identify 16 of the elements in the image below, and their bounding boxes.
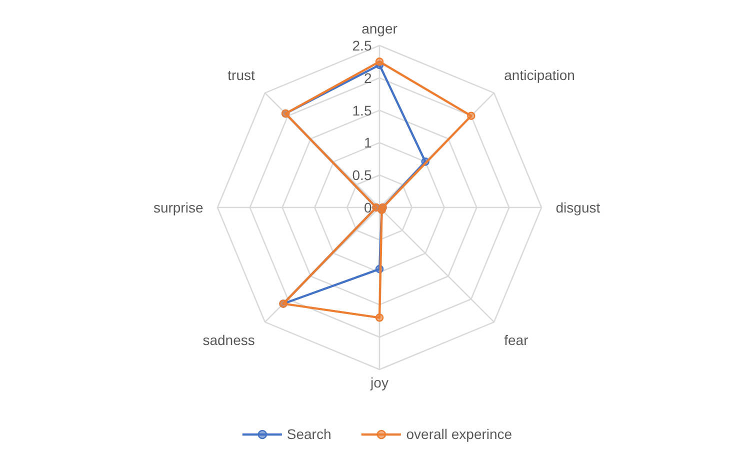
y-tick-label: 1 [364, 134, 372, 151]
legend-label: overall experince [406, 426, 512, 442]
spoke-label: disgust [556, 200, 600, 216]
y-tick-label: 2.5 [352, 38, 372, 54]
spoke-label: trust [228, 66, 255, 83]
legend-label: Search [286, 426, 332, 442]
spoke-label: anticipation [504, 66, 575, 83]
y-tick-label: 2 [364, 70, 372, 86]
spoke-label: joy [370, 374, 388, 391]
spoke-label: sadness [202, 332, 255, 348]
y-tick-label: 0.5 [352, 167, 372, 184]
spoke-label: fear [504, 332, 529, 348]
spoke-label: anger [362, 20, 398, 36]
spoke-label: surprise [153, 200, 204, 216]
y-tick-label: 1.5 [352, 102, 372, 118]
y-tick-label: 0 [364, 200, 372, 216]
